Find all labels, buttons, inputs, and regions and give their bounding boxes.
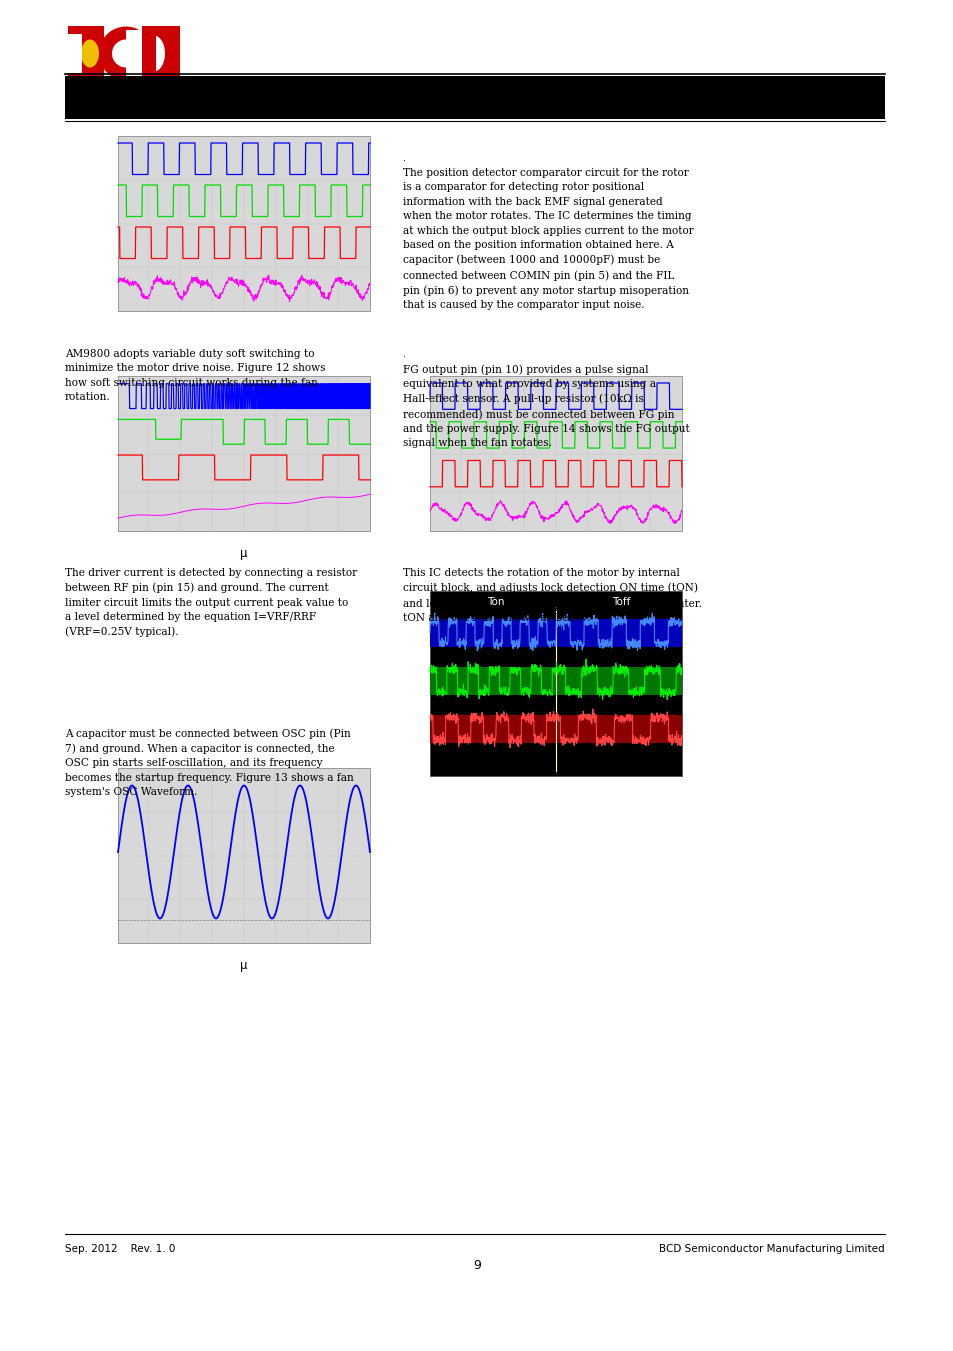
Text: Ton: Ton xyxy=(486,597,504,607)
Bar xyxy=(65,76,884,119)
Text: AM9800 adopts variable duty soft switching to
minimize the motor drive noise. Fi: AM9800 adopts variable duty soft switchi… xyxy=(65,349,325,403)
Bar xyxy=(118,767,370,943)
Bar xyxy=(68,26,104,81)
Text: Sep. 2012    Rev. 1. 0: Sep. 2012 Rev. 1. 0 xyxy=(65,1244,175,1254)
Bar xyxy=(118,136,370,311)
Bar xyxy=(430,715,681,743)
Text: FG output pin (pin 10) provides a pulse signal
equivalent to what provided by sy: FG output pin (pin 10) provides a pulse … xyxy=(402,363,689,449)
Text: 9: 9 xyxy=(473,1259,480,1271)
Bar xyxy=(430,376,681,531)
Bar xyxy=(430,619,681,647)
Text: .: . xyxy=(402,153,406,163)
Bar xyxy=(126,30,156,77)
Text: Toff: Toff xyxy=(612,597,630,607)
Ellipse shape xyxy=(143,35,165,72)
Bar xyxy=(142,26,156,81)
Ellipse shape xyxy=(81,39,99,68)
Wedge shape xyxy=(112,39,140,68)
Bar xyxy=(118,376,370,531)
Text: A capacitor must be connected between OSC pin (Pin
7) and ground. When a capacit: A capacitor must be connected between OS… xyxy=(65,728,354,797)
Text: This IC detects the rotation of the motor by internal
circuit block, and adjusts: This IC detects the rotation of the moto… xyxy=(402,567,701,623)
Bar xyxy=(68,34,82,73)
Bar xyxy=(430,590,681,775)
Text: BCD Semiconductor Manufacturing Limited: BCD Semiconductor Manufacturing Limited xyxy=(659,1244,884,1254)
Bar xyxy=(142,26,180,81)
Text: .: . xyxy=(402,349,406,359)
Wedge shape xyxy=(99,27,147,81)
Text: μ: μ xyxy=(240,547,248,561)
Text: μ: μ xyxy=(240,959,248,971)
Text: The driver current is detected by connecting a resistor
between RF pin (pin 15) : The driver current is detected by connec… xyxy=(65,567,356,638)
Text: The position detector comparator circuit for the rotor
is a comparator for detec: The position detector comparator circuit… xyxy=(402,168,693,311)
Bar xyxy=(430,667,681,694)
